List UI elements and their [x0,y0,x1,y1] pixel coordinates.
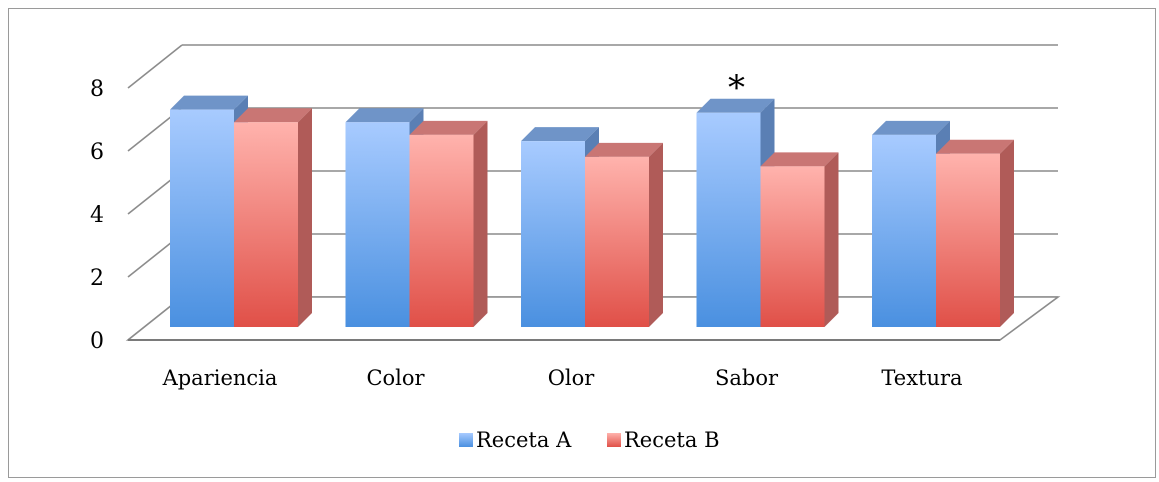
bar-top [872,120,950,135]
bar-top [585,142,663,157]
bar-b-textura [936,139,1014,327]
gridline-diagonal [127,44,183,89]
bar-side [1000,139,1014,327]
legend-swatch [607,433,621,447]
significance-annotation: * [728,68,745,108]
legend-label: Receta A [476,428,572,452]
bar-front [696,112,761,327]
bars [170,95,1014,328]
bar-top [234,108,312,123]
bar-top [696,98,775,113]
y-tick-label: 2 [90,266,104,291]
x-tick-label: Color [366,366,425,390]
x-tick-label: Textura [881,366,962,390]
legend-label: Receta B [624,428,720,452]
bar-b-olor [585,142,663,327]
bar-front [936,153,1000,327]
bar-b-sabor [760,152,839,327]
bar-front [760,166,825,327]
bar-side [649,142,663,327]
y-tick-label: 4 [90,203,104,228]
bar-side [298,108,312,327]
bar-top [345,108,424,123]
bar-top [170,95,248,110]
legend: Receta A Receta B [459,428,720,452]
legend-item: Receta B [607,428,720,452]
legend-item: Receta A [459,428,572,452]
x-tick-label: Sabor [715,366,779,390]
y-tick-label: 6 [90,140,104,165]
bar-front [585,156,649,327]
x-tick-label: Apariencia [162,366,278,390]
bar-top [409,120,488,135]
y-tick-label: 0 [90,329,104,354]
bar-front [872,134,936,327]
bar-front [521,141,585,327]
legend-swatch [459,433,473,447]
bar-b-color [409,120,488,327]
bar-front [234,122,298,327]
bar-top [760,152,839,167]
bar-b-apariencia [234,108,312,327]
labels: 0 2 4 6 8 Apariencia Color Olor Sabor Textura * [90,68,963,390]
x-tick-label: Olor [548,366,596,390]
bar-front [170,109,234,328]
bar-top [936,139,1014,154]
bar-front [345,122,410,327]
bar-front [409,134,474,327]
y-tick-label: 8 [90,77,104,102]
bar-side [473,120,488,327]
bar-side [824,152,839,327]
bar-top [521,127,599,142]
